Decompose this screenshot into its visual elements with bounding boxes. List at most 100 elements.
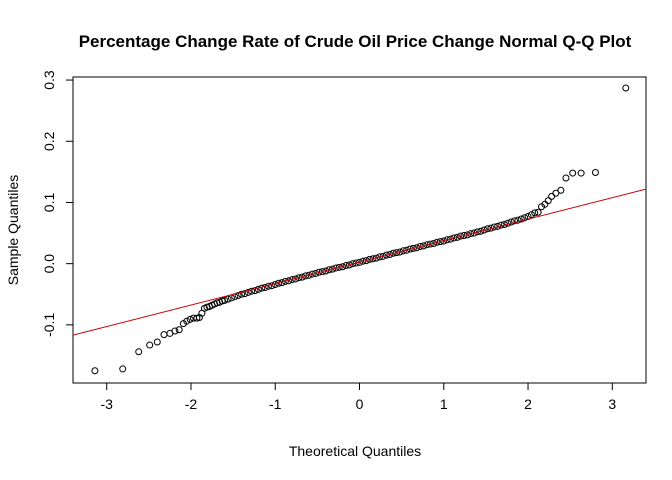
data-point — [295, 274, 303, 282]
data-point — [450, 234, 458, 242]
data-point — [335, 263, 343, 271]
data-point — [517, 215, 525, 223]
data-point — [433, 238, 441, 246]
data-point — [467, 230, 475, 238]
data-point — [569, 169, 577, 177]
data-point — [91, 367, 99, 375]
data-point — [577, 169, 585, 177]
y-tick-label: -0.1 — [41, 313, 57, 337]
y-axis: -0.1 0.0 0.1 0.2 0.3 — [41, 70, 74, 337]
x-tick-label: 1 — [440, 396, 448, 412]
data-point — [473, 228, 481, 236]
data-point — [527, 211, 535, 219]
data-point — [160, 331, 168, 339]
x-tick-label: 2 — [524, 396, 532, 412]
points-group — [91, 84, 630, 375]
data-point — [379, 252, 387, 260]
data-point — [238, 290, 246, 298]
data-point — [308, 270, 316, 278]
data-point — [531, 209, 539, 217]
data-point — [135, 348, 143, 356]
data-point — [393, 249, 401, 257]
plot-frame — [72, 76, 647, 384]
data-point — [552, 189, 560, 197]
data-point — [507, 218, 515, 226]
data-point — [457, 232, 465, 240]
y-tick-label: 0.2 — [41, 131, 57, 151]
chart-title: Percentage Change Rate of Crude Oil Pric… — [79, 32, 632, 51]
data-point — [153, 338, 161, 346]
x-tick-label: -2 — [185, 396, 198, 412]
data-point — [248, 287, 256, 295]
data-point — [244, 288, 252, 296]
data-point — [544, 197, 552, 205]
data-point — [386, 250, 394, 258]
data-point — [362, 257, 370, 265]
data-point — [315, 268, 323, 276]
data-point — [416, 243, 424, 251]
data-point — [119, 365, 127, 373]
data-point — [409, 244, 417, 252]
data-point — [511, 217, 519, 225]
data-point — [622, 84, 630, 92]
data-point — [396, 248, 404, 256]
data-point — [186, 315, 194, 323]
data-point — [332, 264, 340, 272]
data-point — [345, 261, 353, 269]
data-point — [349, 260, 357, 268]
data-point — [369, 255, 377, 263]
data-point — [261, 284, 269, 292]
data-point — [175, 326, 183, 334]
data-point — [453, 233, 461, 241]
data-point — [376, 253, 384, 261]
data-point — [562, 174, 570, 182]
y-axis-label: Sample Quantiles — [5, 175, 21, 286]
data-point — [312, 269, 320, 277]
y-tick-label: 0.3 — [41, 70, 57, 90]
data-point — [234, 291, 242, 299]
data-point — [254, 285, 262, 293]
data-point — [325, 266, 333, 274]
data-point — [171, 327, 179, 335]
x-tick-label: 3 — [608, 396, 616, 412]
data-point — [436, 238, 444, 246]
data-point — [403, 246, 411, 254]
data-point — [302, 272, 310, 280]
data-point — [183, 317, 191, 325]
data-point — [146, 341, 154, 349]
data-point — [241, 290, 249, 298]
data-point — [534, 208, 542, 216]
x-tick-label: -3 — [100, 396, 113, 412]
data-point — [221, 296, 229, 304]
data-point — [460, 232, 468, 240]
data-point — [521, 214, 529, 222]
data-point — [426, 240, 434, 248]
y-tick-label: 0.0 — [41, 254, 57, 274]
data-point — [329, 265, 337, 273]
data-point — [352, 259, 360, 267]
data-point — [470, 229, 478, 237]
reference-line-group — [73, 188, 646, 336]
data-point — [477, 227, 485, 235]
data-point — [514, 216, 522, 224]
data-point — [251, 287, 259, 295]
x-axis: -3 -2 -1 0 1 2 3 — [100, 382, 616, 412]
data-point — [399, 247, 407, 255]
data-point — [430, 239, 438, 247]
data-point — [557, 186, 565, 194]
data-point — [413, 244, 421, 252]
x-tick-label: 0 — [356, 396, 364, 412]
data-point — [591, 168, 599, 176]
x-axis-label: Theoretical Quantiles — [289, 443, 421, 459]
x-tick-label: -1 — [269, 396, 282, 412]
data-point — [420, 242, 428, 250]
qq-reference-line — [73, 188, 646, 336]
data-point — [359, 257, 367, 265]
data-point — [366, 255, 374, 263]
data-point — [382, 251, 390, 259]
y-tick-label: 0.1 — [41, 193, 57, 213]
data-point — [318, 268, 326, 276]
data-point — [342, 261, 350, 269]
data-point — [548, 192, 556, 200]
